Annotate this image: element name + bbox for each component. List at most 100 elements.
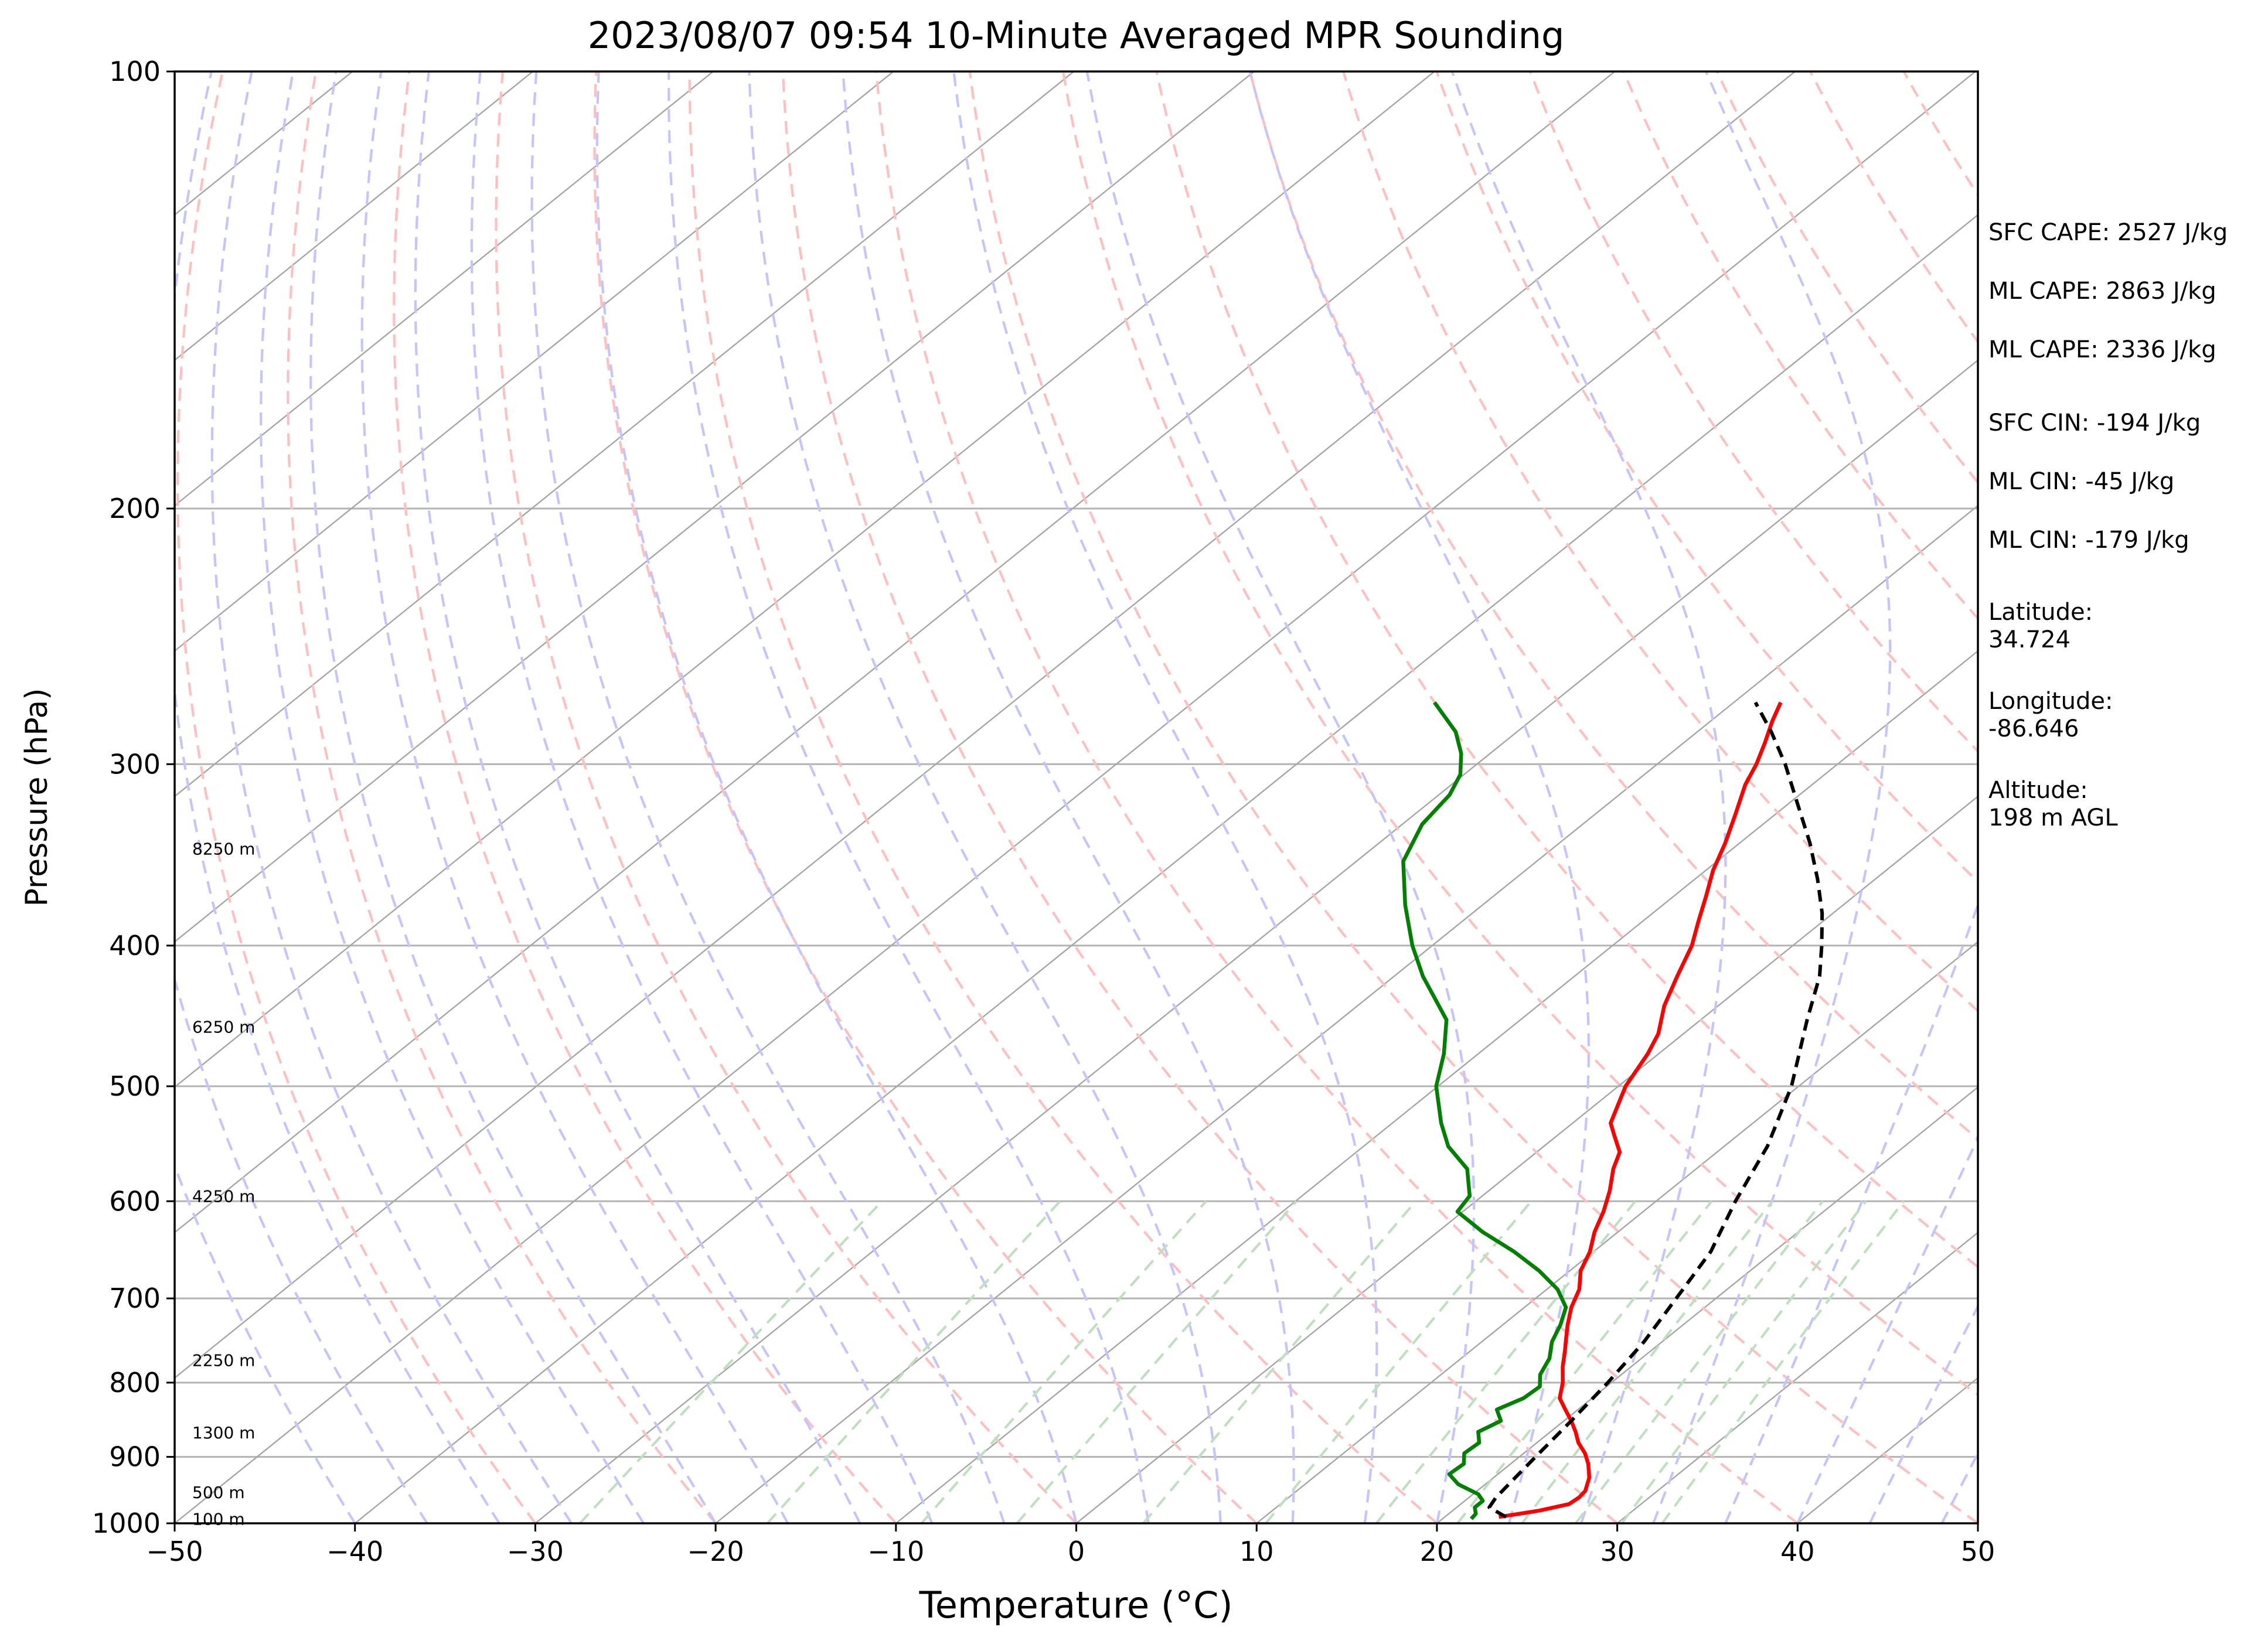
dry-adiabat-line [1342, 71, 1978, 1013]
y-tick-label: 900 [109, 1441, 161, 1473]
indices-panel: SFC CAPE: 2527 J/kg ML CAPE: 2863 J/kg M… [1988, 219, 2228, 554]
isotherm-line [175, 71, 894, 652]
moist-adiabat-line [1085, 71, 1476, 1523]
isotherm-line [1616, 1232, 1978, 1523]
y-tick-label: 200 [109, 493, 161, 524]
y-tick-label: 800 [109, 1367, 161, 1399]
moist-adiabat-line [668, 71, 1150, 1523]
isotherm-line [175, 71, 533, 361]
moist-adiabat-line [1796, 1135, 1978, 1523]
moist-adiabat-line [175, 71, 500, 1523]
mixing-ratio-line [578, 1200, 883, 1523]
height-labels: 8250 m 6250 m 4250 m 2250 m 1300 m 500 m 100 m [192, 839, 255, 1529]
plot-area [175, 71, 1978, 1523]
dry-adiabat-line [393, 71, 897, 1523]
moist-adiabat-line [360, 71, 789, 1523]
isotherm-line [534, 359, 1978, 1523]
mixing-ratio-lines [578, 1200, 1905, 1523]
isotherm-line [175, 71, 1255, 943]
dry-adiabat-line [875, 71, 1799, 1523]
x-tick-label: −40 [326, 1536, 383, 1567]
x-tick-label: −50 [146, 1536, 203, 1567]
height-label: 6250 m [192, 1018, 255, 1037]
height-label: 2250 m [192, 1351, 255, 1370]
dry-adiabat-lines [176, 71, 1978, 1523]
dry-adiabat-line [688, 71, 1438, 1523]
isotherm-line [895, 650, 1978, 1523]
index-text: SFC CAPE: 2527 J/kg [1988, 219, 2228, 246]
dry-adiabat-line [176, 71, 537, 1523]
x-tick-label: 50 [1961, 1536, 1995, 1567]
height-label: 1300 m [192, 1423, 255, 1442]
y-tick-label: 500 [109, 1070, 161, 1102]
x-axis-label: Temperature (°C) [918, 1584, 1232, 1626]
index-text: ML CAPE: 2863 J/kg [1988, 278, 2216, 305]
latitude-label: Latitude: [1988, 599, 2093, 626]
y-tick-label: 300 [109, 748, 161, 780]
dewpoint-line [1401, 701, 1568, 1520]
moist-adiabat-line [175, 975, 428, 1523]
x-tick-label: −30 [507, 1536, 564, 1567]
altitude-label: Altitude: [1988, 777, 2088, 804]
x-tick-label: 40 [1780, 1536, 1815, 1567]
x-tick-label: −10 [867, 1536, 924, 1567]
chart-title: 2023/08/07 09:54 10-Minute Averaged MPR … [588, 14, 1565, 57]
isotherm-line [354, 214, 1978, 1523]
isotherm-line [1256, 940, 1978, 1523]
moist-adiabat-line [1450, 71, 1727, 1523]
dry-adiabat-line [1062, 71, 1978, 1397]
x-tick-label: −20 [687, 1536, 744, 1567]
moist-adiabat-line [748, 71, 1222, 1523]
isotherm-line [175, 71, 1976, 1523]
mixing-ratio-line [1375, 1200, 1637, 1523]
index-text: SFC CIN: -194 J/kg [1988, 410, 2201, 436]
mixing-ratio-line [1016, 1200, 1298, 1523]
moist-adiabat-line [309, 71, 717, 1523]
location-panel: Latitude: 34.724 Longitude: -86.646 Alti… [1988, 599, 2118, 831]
x-tick-label: 0 [1068, 1536, 1085, 1567]
dry-adiabat-line [287, 71, 717, 1523]
x-tick-label: 10 [1239, 1536, 1274, 1567]
longitude-value: -86.646 [1988, 715, 2079, 742]
isotherm-line [715, 504, 1978, 1523]
x-axis: −50 −40 −30 −20 −10 0 10 20 30 40 50 [146, 1523, 1995, 1567]
mixing-ratio-line [1142, 1200, 1417, 1523]
index-text: ML CAPE: 2336 J/kg [1988, 336, 2216, 363]
moist-adiabat-line [1868, 1303, 1978, 1523]
isotherm-line [175, 71, 1616, 1234]
mixing-ratio-line [1265, 1200, 1533, 1523]
moist-adiabat-line [210, 71, 573, 1523]
y-axis: 100 200 300 400 500 600 700 800 900 1000 [92, 56, 175, 1539]
y-tick-label: 700 [109, 1283, 161, 1314]
isotherm-line [175, 71, 1074, 797]
moist-adiabat-line [1652, 71, 1892, 1523]
moist-adiabat-line [1724, 901, 1978, 1523]
dry-adiabat-line [495, 71, 1077, 1523]
height-label: 100 m [192, 1509, 245, 1529]
moist-adiabat-line [530, 71, 1006, 1523]
mixing-ratio-line [1521, 1200, 1773, 1523]
dry-adiabat-line [1248, 71, 1978, 1141]
mixing-ratio-line [766, 1200, 1061, 1523]
isotherm-line [175, 71, 1796, 1379]
isotherm-line [1075, 795, 1978, 1523]
moist-adiabat-line [260, 71, 645, 1523]
height-label: 8250 m [192, 839, 255, 858]
y-axis-label: Pressure (hPa) [19, 688, 55, 907]
mixing-ratio-line [1456, 1200, 1713, 1523]
x-tick-label: 30 [1600, 1536, 1634, 1567]
index-text: ML CIN: -45 J/kg [1988, 468, 2174, 495]
isotherm-line [175, 71, 1435, 1089]
y-tick-label: 600 [109, 1185, 161, 1217]
dry-adiabat-line [781, 71, 1618, 1523]
dry-adiabat-line [1622, 71, 1978, 620]
index-text: ML CIN: -179 J/kg [1988, 527, 2189, 554]
moist-adiabat-line [595, 71, 1078, 1523]
moist-adiabat-line [470, 71, 934, 1523]
moist-adiabat-line [414, 71, 861, 1523]
isotherm-lines [175, 71, 1978, 1523]
moist-adiabat-lines [175, 71, 1978, 1523]
longitude-label: Longitude: [1988, 688, 2113, 715]
mixing-ratio-line [1661, 1200, 1905, 1523]
